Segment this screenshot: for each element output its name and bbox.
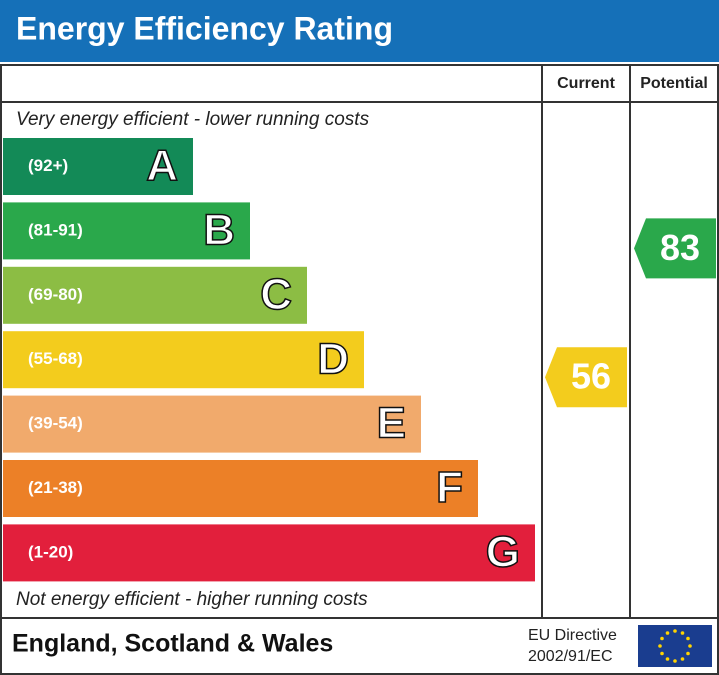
eu-stars: [658, 629, 692, 663]
band-letter: F: [436, 463, 463, 512]
star: [673, 659, 677, 663]
band-bar: [3, 138, 193, 195]
band-letter: A: [146, 141, 178, 190]
star: [680, 631, 685, 635]
star: [686, 636, 690, 641]
star: [686, 651, 690, 656]
band-range: (81-91): [28, 220, 83, 239]
bottom-note: Not energy efficient - higher running co…: [16, 589, 368, 610]
rating-value: 56: [571, 356, 611, 397]
band-range: (1-20): [28, 542, 73, 561]
rating-arrow: [634, 218, 716, 279]
star: [688, 644, 692, 648]
band-letter: C: [260, 270, 292, 319]
col-header: Potential: [640, 75, 708, 92]
band-bar: [3, 202, 250, 260]
directive: EU Directive: [528, 627, 617, 644]
band-letter: G: [486, 528, 520, 577]
title: Energy Efficiency Rating: [16, 10, 393, 46]
band-letter: D: [317, 334, 349, 383]
band-letter: B: [203, 206, 235, 255]
star: [665, 631, 670, 635]
band-bar: [3, 460, 478, 517]
star: [673, 629, 677, 633]
band-bar: [3, 524, 535, 582]
band-range: (55-68): [28, 349, 83, 368]
band-range: (39-54): [28, 414, 83, 433]
band-range: (21-38): [28, 478, 83, 497]
band-range: (92+): [28, 156, 68, 175]
region: England, Scotland & Wales: [12, 630, 333, 658]
directive: 2002/91/EC: [528, 648, 613, 665]
star: [680, 657, 685, 661]
band-bar: [3, 395, 421, 453]
star: [660, 651, 664, 656]
rating-value: 83: [660, 227, 700, 268]
star: [665, 657, 670, 661]
band-letter: E: [377, 399, 406, 448]
header-bar: [0, 0, 719, 62]
band-bar: [3, 266, 307, 324]
col-header: Current: [557, 75, 615, 92]
star: [658, 644, 662, 648]
star: [660, 636, 664, 641]
band-bar: [3, 331, 364, 389]
top-note: Very energy efficient - lower running co…: [16, 109, 370, 130]
band-range: (69-80): [28, 285, 83, 304]
rating-arrow: [545, 347, 627, 408]
